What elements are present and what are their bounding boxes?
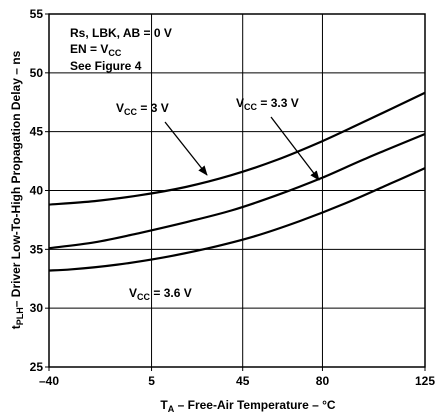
x-tick-label: –40 [39,374,59,388]
x-tick-label: 125 [415,374,435,388]
x-tick-label: 45 [236,374,250,388]
y-tick-label: 35 [30,242,44,256]
x-tick-label: 5 [148,374,155,388]
series-label-vcc-3v-sub: CC [124,107,137,117]
arrow-vcc-3-3v [270,116,320,181]
condition-line-3: See Figure 4 [70,59,142,73]
y-axis-title: tPLH– Driver Low-To-High Propagation Del… [9,50,25,329]
series-label-vcc-3-3v-sub: CC [244,102,257,112]
series-label-vcc-3-6v: VCC = 3.6 V [129,286,192,302]
y-axis-title-rest: – Driver Low-To-High Propagation Delay –… [9,50,23,307]
y-tick-label: 30 [30,301,44,315]
x-axis-title-sub: A [168,404,175,414]
y-tick-label: 45 [30,125,44,139]
series-line-1 [48,132,426,250]
series-layer [48,91,426,272]
series-line-0 [48,91,426,206]
y-tick-label: 55 [30,7,44,21]
series-label-vcc-3-6v-v: V [129,286,137,300]
y-tick-label: 50 [30,66,44,80]
series-label-vcc-3-3v-value: = 3.3 V [257,96,299,110]
series-label-vcc-3v-v: V [116,101,124,115]
condition-line-2: EN = VCC [70,42,122,58]
y-tick-label: 25 [30,360,44,374]
series-label-vcc-3-6v-value: = 3.6 V [150,286,192,300]
series-label-vcc-3v-value: = 3 V [137,101,169,115]
y-axis-title-pre: t [9,325,23,329]
x-tick-label: 80 [316,374,330,388]
x-axis-title-main: T [160,398,168,412]
arrow-vcc-3v [164,121,208,176]
series-label-vcc-3-3v-v: V [236,96,244,110]
series-label-vcc-3-6v-sub: CC [137,292,150,302]
y-axis-title-sub: PLH [15,307,25,325]
condition-line-1: Rs, LBK, AB = 0 V [70,26,172,40]
grid [49,14,425,367]
y-tick-label: 40 [30,184,44,198]
condition-line-2-main: EN = V [70,42,108,56]
x-axis-title-rest: – Free-Air Temperature – °C [174,398,336,412]
condition-line-2-sub: CC [108,48,121,58]
series-line-2 [48,167,426,272]
tick-labels: –40 5 45 80 125 25 30 35 40 45 50 55 [30,7,436,388]
x-axis-title: TA – Free-Air Temperature – °C [160,398,335,414]
series-label-vcc-3v: VCC = 3 V [116,101,169,117]
series-label-vcc-3-3v: VCC = 3.3 V [236,96,299,112]
